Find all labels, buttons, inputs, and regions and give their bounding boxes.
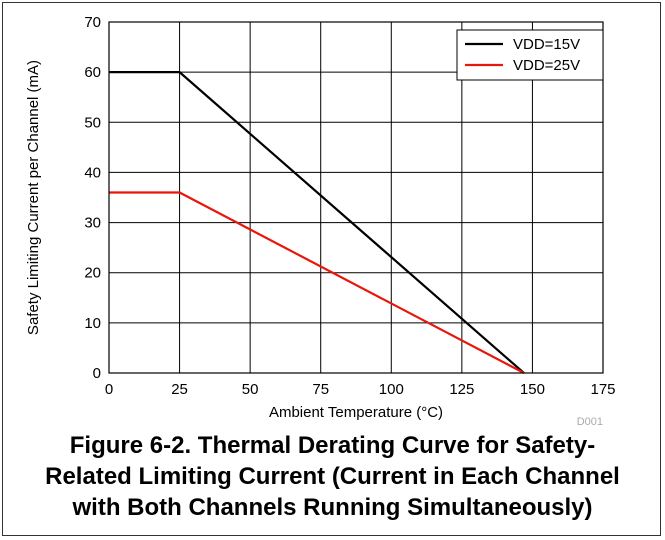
x-tick-label: 50 (242, 381, 259, 398)
y-tick-labels: 0 10 20 30 40 50 60 70 (84, 14, 101, 382)
x-tick-labels: 0 25 50 75 100 125 150 175 (105, 381, 616, 398)
watermark-code: D001 (577, 416, 603, 428)
series-lines (109, 71, 525, 374)
plot-area-border (108, 21, 604, 374)
legend: VDD=15V VDD=25V (456, 29, 604, 81)
y-axis-label: Safety Limiting Current per Channel (mA) (25, 60, 42, 335)
x-axis-label: Ambient Temperature (°C) (269, 404, 443, 421)
x-tick-label: 100 (379, 381, 404, 398)
series-line (109, 71, 525, 374)
caption-line: Figure 6-2. Thermal Derating Curve for S… (69, 432, 596, 459)
legend-box (456, 29, 604, 81)
x-tick-label: 0 (105, 381, 113, 398)
y-tick-label: 10 (84, 315, 101, 332)
legend-label: VDD=25V (513, 57, 580, 74)
legend-label: VDD=15V (513, 36, 580, 53)
figure-frame (2, 2, 661, 536)
y-tick-label: 30 (84, 215, 101, 232)
caption-line: Related Limiting Current (Current in Eac… (45, 463, 620, 490)
x-tick-label: 25 (171, 381, 188, 398)
figure-caption: Figure 6-2. Thermal Derating Curve for S… (0, 430, 665, 523)
x-tick-label: 125 (449, 381, 474, 398)
y-tick-label: 60 (84, 64, 101, 81)
caption-line: with Both Channels Running Simultaneousl… (72, 494, 593, 521)
x-tick-label: 175 (590, 381, 615, 398)
y-tick-label: 0 (93, 365, 101, 382)
y-tick-label: 40 (84, 164, 101, 181)
derating-chart: 0 25 50 75 100 125 150 175 0 10 20 30 40 50 60 70 Ambi… (25, 14, 616, 428)
y-tick-label: 70 (84, 14, 101, 31)
y-tick-label: 20 (84, 265, 101, 282)
y-tick-label: 50 (84, 114, 101, 131)
series-line (109, 191, 525, 374)
x-tick-label: 75 (312, 381, 329, 398)
x-tick-label: 150 (520, 381, 545, 398)
